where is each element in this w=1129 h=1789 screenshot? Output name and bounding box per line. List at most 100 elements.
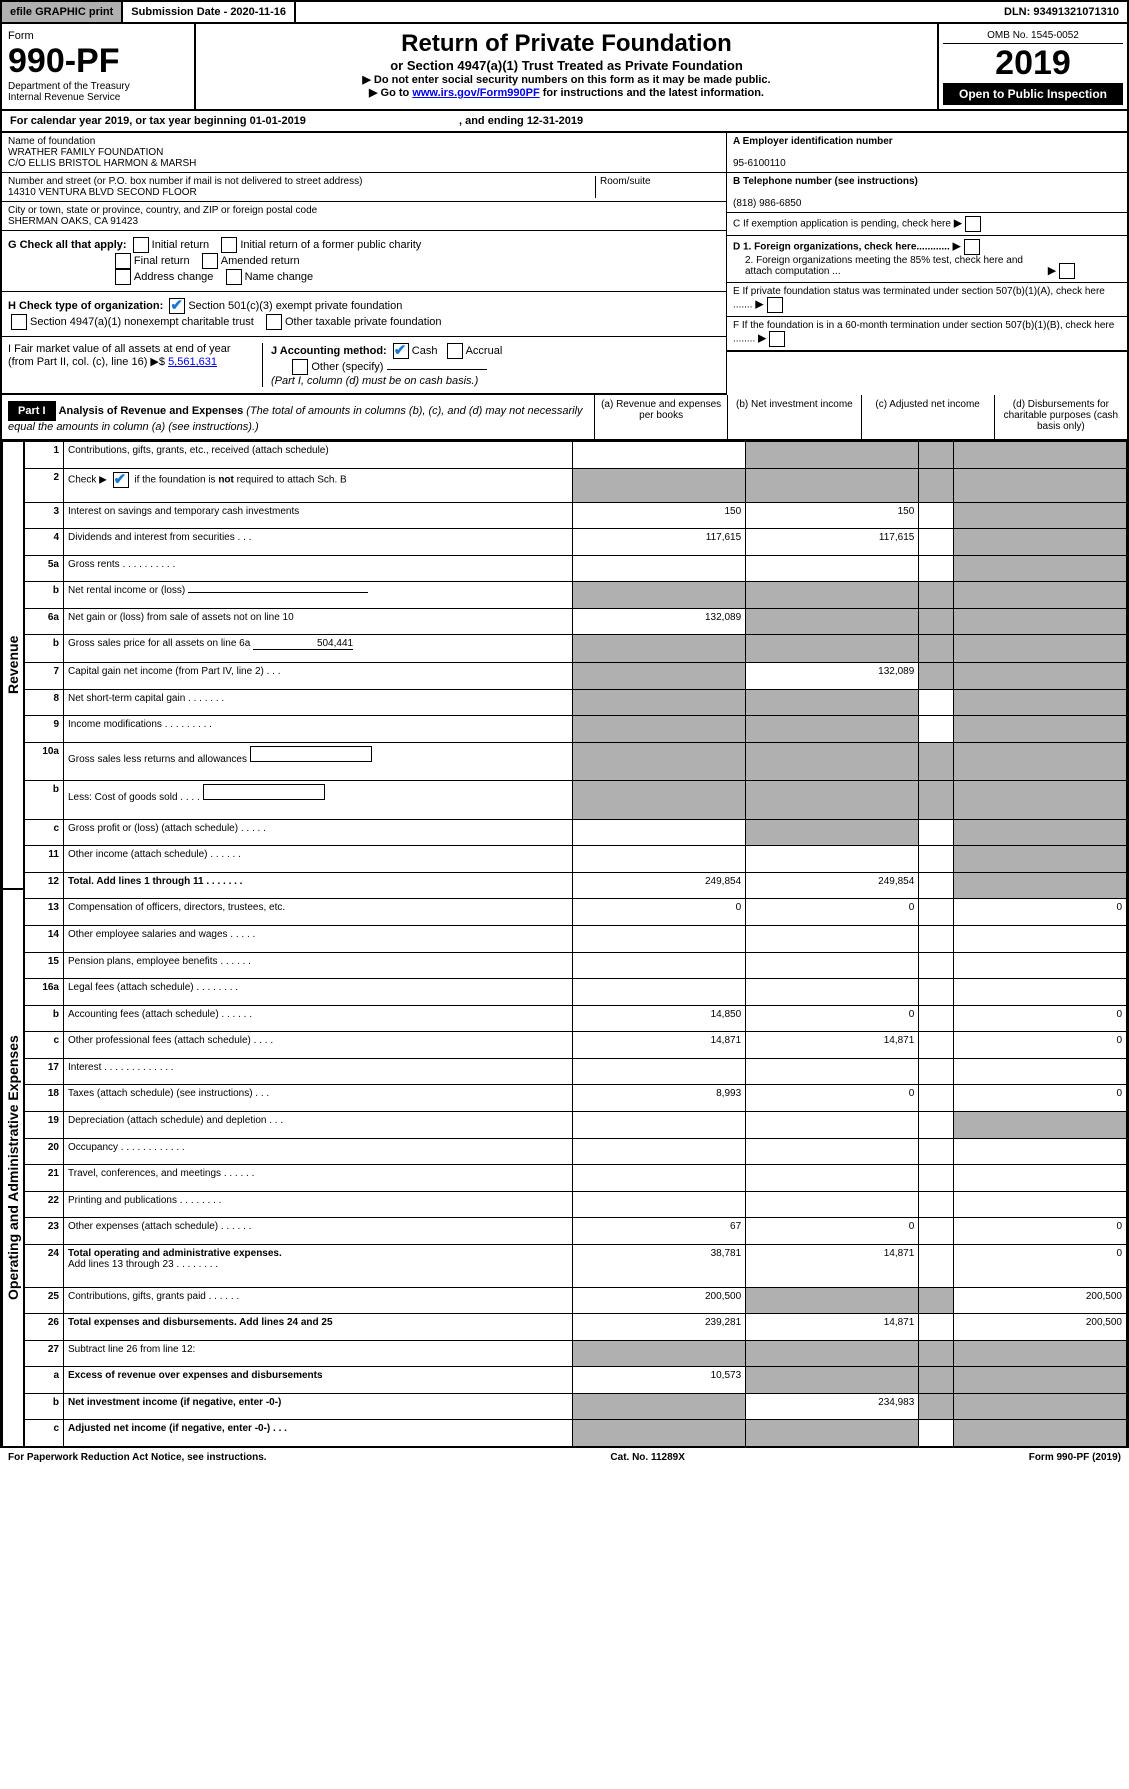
cb-501c3[interactable] [169,298,185,314]
l26a: 239,281 [573,1314,746,1341]
g1: Initial return [152,239,209,251]
l3: Interest on savings and temporary cash i… [64,502,573,529]
l8: Net short-term capital gain . . . . . . … [64,689,573,716]
l24a: 38,781 [573,1244,746,1287]
part1-body: Revenue Operating and Administrative Exp… [0,441,1129,1447]
cb-name-change[interactable] [226,269,242,285]
form-subtitle: or Section 4947(a)(1) Trust Treated as P… [202,58,931,73]
j-label: J Accounting method: [271,345,387,357]
efile-label[interactable]: efile GRAPHIC print [2,2,123,22]
omb-number: OMB No. 1545-0052 [943,28,1123,44]
g-label: G Check all that apply: [8,239,127,251]
g5: Address change [134,271,214,283]
l23a: 67 [573,1218,746,1245]
l27bb: 234,983 [746,1393,919,1420]
city-label: City or town, state or province, country… [8,205,720,216]
form-number: 990-PF [8,42,188,81]
l19: Depreciation (attach schedule) and deple… [64,1111,573,1138]
l9: Income modifications . . . . . . . . . [64,716,573,743]
cb-initial-return[interactable] [133,237,149,253]
l13b: 0 [746,899,919,926]
dept-treasury: Department of the Treasury [8,81,188,92]
l7b: 132,089 [746,663,919,690]
top-bar: efile GRAPHIC print Submission Date - 20… [0,0,1129,24]
l12: Total. Add lines 1 through 11 . . . . . … [68,876,242,887]
l27a: Excess of revenue over expenses and disb… [68,1370,323,1381]
cb-initial-former[interactable] [221,237,237,253]
j-note: (Part I, column (d) must be on cash basi… [271,375,478,387]
l2: Check ▶ if the foundation is not require… [64,468,573,502]
form-ref: Form 990-PF (2019) [1029,1452,1121,1463]
b-label: B Telephone number (see instructions) [733,176,918,187]
l6b-val: 504,441 [253,638,353,650]
l24b: 14,871 [746,1244,919,1287]
l27b: Net investment income (if negative, ente… [68,1397,281,1408]
cb-status-terminated[interactable] [767,297,783,313]
l10b: Less: Cost of goods sold . . . . [68,792,200,803]
l3a: 150 [573,502,746,529]
cb-cash[interactable] [393,343,409,359]
cb-amended[interactable] [202,253,218,269]
instr-pre: ▶ Go to [369,87,412,99]
l20: Occupancy . . . . . . . . . . . . [64,1138,573,1165]
cb-60month[interactable] [769,331,785,347]
dept-irs: Internal Revenue Service [8,92,188,103]
instr-ssn: ▶ Do not enter social security numbers o… [202,73,931,86]
open-public: Open to Public Inspection [943,83,1123,105]
entity-info: Name of foundation WRATHER FAMILY FOUNDA… [0,133,1129,395]
cb-other-taxable[interactable] [266,314,282,330]
l10a: Gross sales less returns and allowances [68,754,247,765]
cb-accrual[interactable] [447,343,463,359]
l23d: 0 [953,1218,1126,1245]
l12b: 249,854 [746,872,919,899]
cb-other-method[interactable] [292,359,308,375]
cb-schB[interactable] [113,472,129,488]
cb-foreign-org[interactable] [964,239,980,255]
l5a: Gross rents . . . . . . . . . . [64,555,573,582]
part1-label: Part I [8,401,56,421]
l16ba: 14,850 [573,1005,746,1032]
col-a-head: (a) Revenue and expenses per books [594,395,727,439]
col-c-head: (c) Adjusted net income [861,395,994,439]
l16bd: 0 [953,1005,1126,1032]
h1: Section 501(c)(3) exempt private foundat… [188,300,402,312]
cb-final-return[interactable] [115,253,131,269]
calendar-year-row: For calendar year 2019, or tax year begi… [0,111,1129,133]
page-footer: For Paperwork Reduction Act Notice, see … [0,1447,1129,1467]
l23b: 0 [746,1218,919,1245]
h-label: H Check type of organization: [8,300,163,312]
part1-title: Analysis of Revenue and Expenses [59,405,244,417]
l18a: 8,993 [573,1085,746,1112]
cb-foreign-85[interactable] [1059,263,1075,279]
fmv-value[interactable]: 5,561,631 [168,356,217,368]
instr-post: for instructions and the latest informat… [540,87,764,99]
form-header: Form 990-PF Department of the Treasury I… [0,24,1129,111]
expenses-label: Operating and Administrative Expenses [2,889,24,1447]
l4b: 117,615 [746,529,919,556]
cb-exemption-pending[interactable] [965,216,981,232]
l27c: Adjusted net income (if negative, enter … [68,1423,287,1434]
f-label: F If the foundation is in a 60-month ter… [733,320,1114,345]
cb-addr-change[interactable] [115,269,131,285]
g3: Final return [134,255,190,267]
cal-begin: For calendar year 2019, or tax year begi… [10,115,306,127]
part1-header-row: Part I Analysis of Revenue and Expenses … [0,395,1129,441]
l12a: 249,854 [573,872,746,899]
foundation-name-2: C/O ELLIS BRISTOL HARMON & MARSH [8,158,720,169]
l16c: Other professional fees (attach schedule… [64,1032,573,1059]
l25a: 200,500 [573,1287,746,1314]
irs-link[interactable]: www.irs.gov/Form990PF [412,87,539,99]
c-label: C If exemption application is pending, c… [733,219,951,230]
cb-4947[interactable] [11,314,27,330]
submission-date: Submission Date - 2020-11-16 [123,2,296,22]
l18d: 0 [953,1085,1126,1112]
l24d: 0 [953,1244,1126,1287]
form-label: Form [8,30,188,42]
l6aa: 132,089 [573,608,746,635]
l21: Travel, conferences, and meetings . . . … [64,1165,573,1192]
l16cd: 0 [953,1032,1126,1059]
l25d: 200,500 [953,1287,1126,1314]
l11: Other income (attach schedule) . . . . .… [64,846,573,873]
col-d-head: (d) Disbursements for charitable purpose… [994,395,1127,439]
part1-table: 1Contributions, gifts, grants, etc., rec… [24,441,1127,1447]
